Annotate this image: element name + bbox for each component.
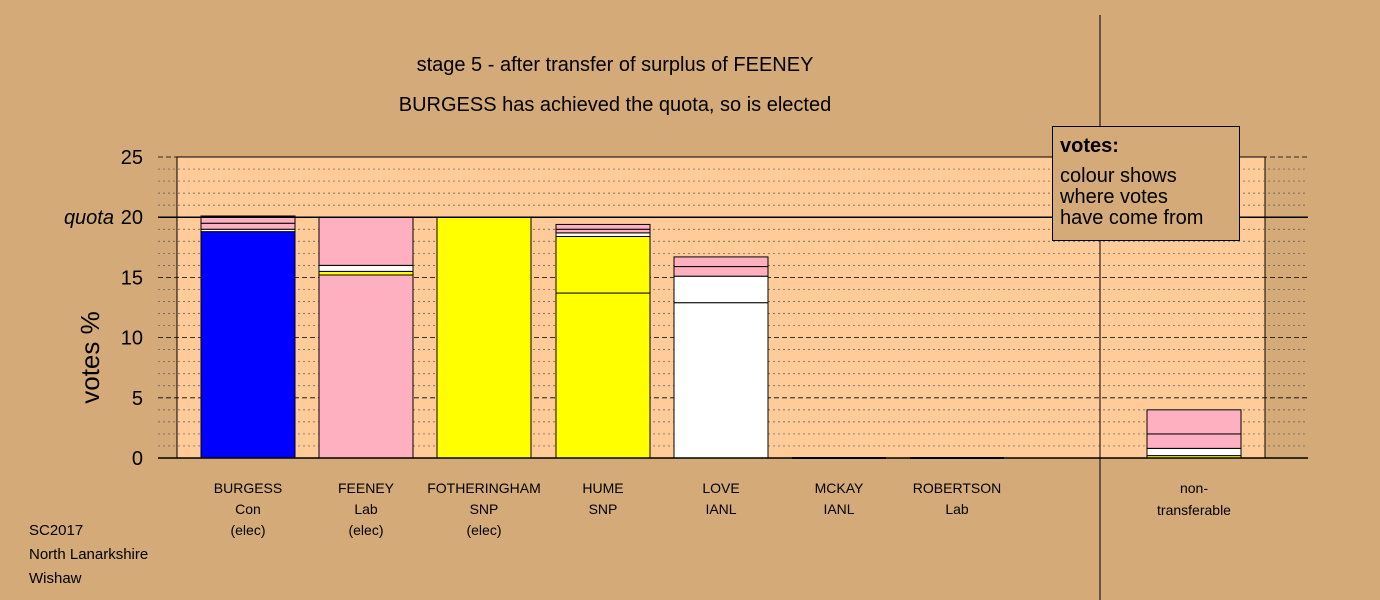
candidate-status: (elec): [230, 522, 266, 538]
chart-title: stage 5 - after transfer of surplus of F…: [416, 54, 814, 76]
candidate-name: FEENEY: [337, 480, 394, 496]
candidate-label: ROBERTSON Lab: [887, 478, 1027, 520]
candidate-label: non-transferable: [1124, 478, 1264, 521]
candidate-party: transferable: [1157, 502, 1231, 518]
y-tick-label: 25: [121, 147, 143, 169]
footer-year: SC2017: [29, 522, 84, 539]
bar-segment: [673, 266, 769, 277]
candidate-name: FOTHERINGHAM: [427, 480, 541, 496]
bar-segment: [200, 231, 296, 459]
candidate-name: LOVE: [702, 480, 740, 496]
candidate-party: SNP: [588, 501, 618, 517]
candidate-status: (elec): [348, 522, 384, 538]
bar-segment: [318, 270, 414, 276]
bar-segment: [555, 235, 651, 294]
legend: votes: colour shows where votes have com…: [1052, 126, 1240, 241]
candidate-party: Lab: [945, 501, 969, 517]
bar-segment: [555, 292, 651, 459]
y-tick-label: 5: [132, 388, 143, 410]
candidate-label: BURGESS Con (elec): [178, 478, 318, 541]
bar-segment: [673, 275, 769, 304]
candidate-party: Lab: [354, 501, 378, 517]
bar-segment: [673, 302, 769, 459]
bar-segment: [200, 215, 296, 224]
quota-label: quota: [64, 207, 114, 229]
bar-segment: [673, 256, 769, 268]
bar-segment: [1146, 433, 1242, 449]
y-axis-label: votes %: [75, 311, 105, 404]
y-tick-label: 10: [121, 328, 143, 350]
footer-council: North Lanarkshire: [29, 546, 149, 563]
legend-title: votes:: [1060, 135, 1119, 157]
candidate-label: MCKAY IANL: [769, 478, 909, 520]
bar-segment: [1146, 409, 1242, 435]
candidate-name: ROBERTSON: [912, 480, 1002, 496]
y-tick-label: 20: [121, 207, 143, 229]
bar-segment: [555, 232, 651, 237]
candidate-label: FOTHERINGHAM SNP (elec): [414, 478, 554, 541]
candidate-label: HUME SNP: [533, 478, 673, 520]
candidate-name: BURGESS: [213, 480, 283, 496]
bar-segment: [318, 264, 414, 272]
legend-line: where votes: [1060, 186, 1168, 208]
candidate-party: IANL: [823, 501, 855, 517]
candidate-party: SNP: [469, 501, 499, 517]
candidate-party: Con: [235, 501, 261, 517]
candidate-label: FEENEY Lab (elec): [296, 478, 436, 541]
candidate-label: LOVE IANL: [651, 478, 791, 520]
bar-segment: [200, 222, 296, 230]
footer-ward: Wishaw: [29, 570, 82, 587]
bar-segment: [318, 216, 414, 266]
y-tick-label: 0: [132, 448, 143, 470]
candidate-party: IANL: [705, 501, 737, 517]
y-tick-label: 15: [121, 267, 143, 289]
legend-line: have come from: [1060, 207, 1204, 229]
candidate-name: non-: [1179, 480, 1209, 496]
legend-line: colour shows: [1060, 165, 1177, 187]
candidate-status: (elec): [466, 522, 502, 538]
candidate-name: HUME: [582, 480, 624, 496]
chart-subtitle: BURGESS has achieved the quota, so is el…: [398, 94, 832, 116]
candidate-name: MCKAY: [814, 480, 864, 496]
bar-segment: [436, 216, 532, 459]
bar-segment: [318, 274, 414, 459]
bar-segment: [555, 223, 651, 230]
bar-segment: [555, 228, 651, 234]
bar-segment: [1146, 447, 1242, 457]
